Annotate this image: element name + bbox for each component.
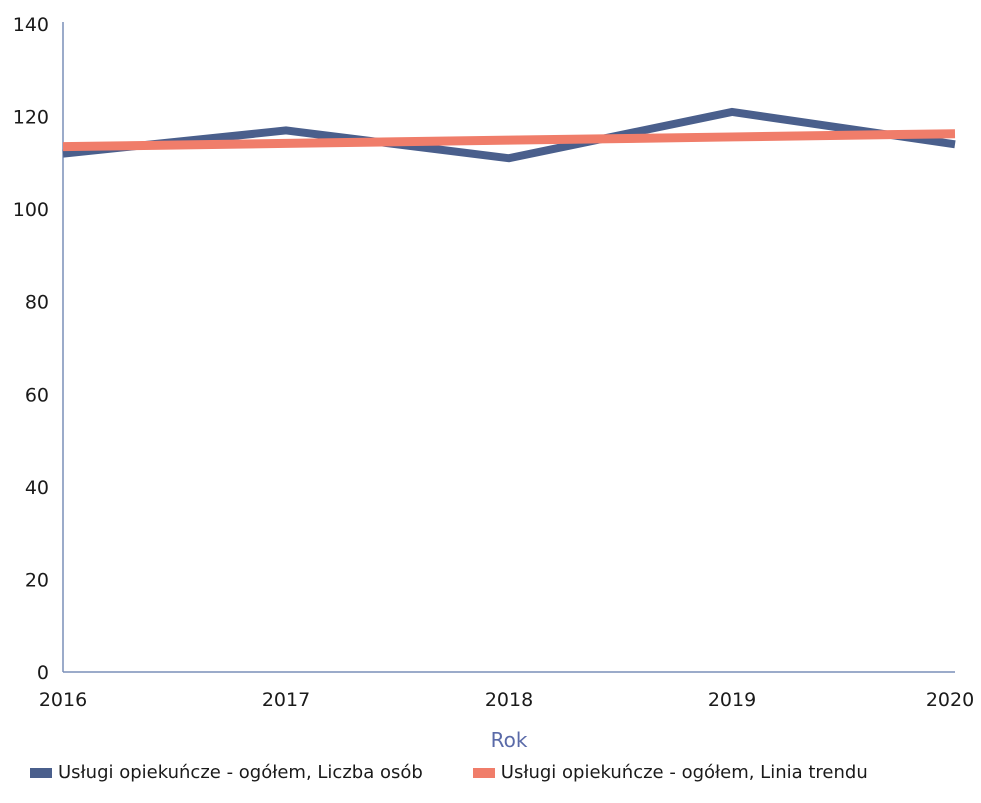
x-tick-label: 2019 <box>708 689 756 711</box>
y-tick-label: 140 <box>13 14 49 36</box>
x-tick-label: 2016 <box>39 689 87 711</box>
series-layer <box>62 107 956 163</box>
legend-item-series-2: Usługi opiekuńcze - ogółem, Linia trendu <box>472 762 868 783</box>
y-tick-label: 120 <box>13 107 49 129</box>
x-axis-label: Rok <box>491 728 528 752</box>
x-tick-label: 2017 <box>262 689 310 711</box>
x-tick-label: 2018 <box>485 689 533 711</box>
series-line-liczba-osob <box>62 107 956 163</box>
legend-swatch-series-1 <box>30 767 52 778</box>
y-tick-labels: 0 20 40 60 80 100 120 140 <box>13 14 49 684</box>
axes <box>62 22 955 673</box>
legend-label-series-1: Usługi opiekuńcze - ogółem, Liczba osób <box>58 762 423 783</box>
y-tick-label: 20 <box>25 569 49 591</box>
x-tick-labels: 2016 2017 2018 2019 2020 <box>39 689 974 711</box>
legend: Usługi opiekuńcze - ogółem, Liczba osób … <box>30 762 868 783</box>
y-tick-label: 80 <box>25 292 49 314</box>
x-tick-label: 2020 <box>926 689 974 711</box>
legend-label-series-2: Usługi opiekuńcze - ogółem, Linia trendu <box>500 762 868 783</box>
y-tick-label: 0 <box>37 662 49 684</box>
legend-item-series-1: Usługi opiekuńcze - ogółem, Liczba osób <box>30 762 423 783</box>
y-tick-label: 40 <box>25 477 49 499</box>
legend-swatch-series-2 <box>472 767 495 778</box>
y-tick-label: 60 <box>25 384 49 406</box>
series-line-linia-trendu <box>62 129 956 152</box>
y-tick-label: 100 <box>13 199 49 221</box>
